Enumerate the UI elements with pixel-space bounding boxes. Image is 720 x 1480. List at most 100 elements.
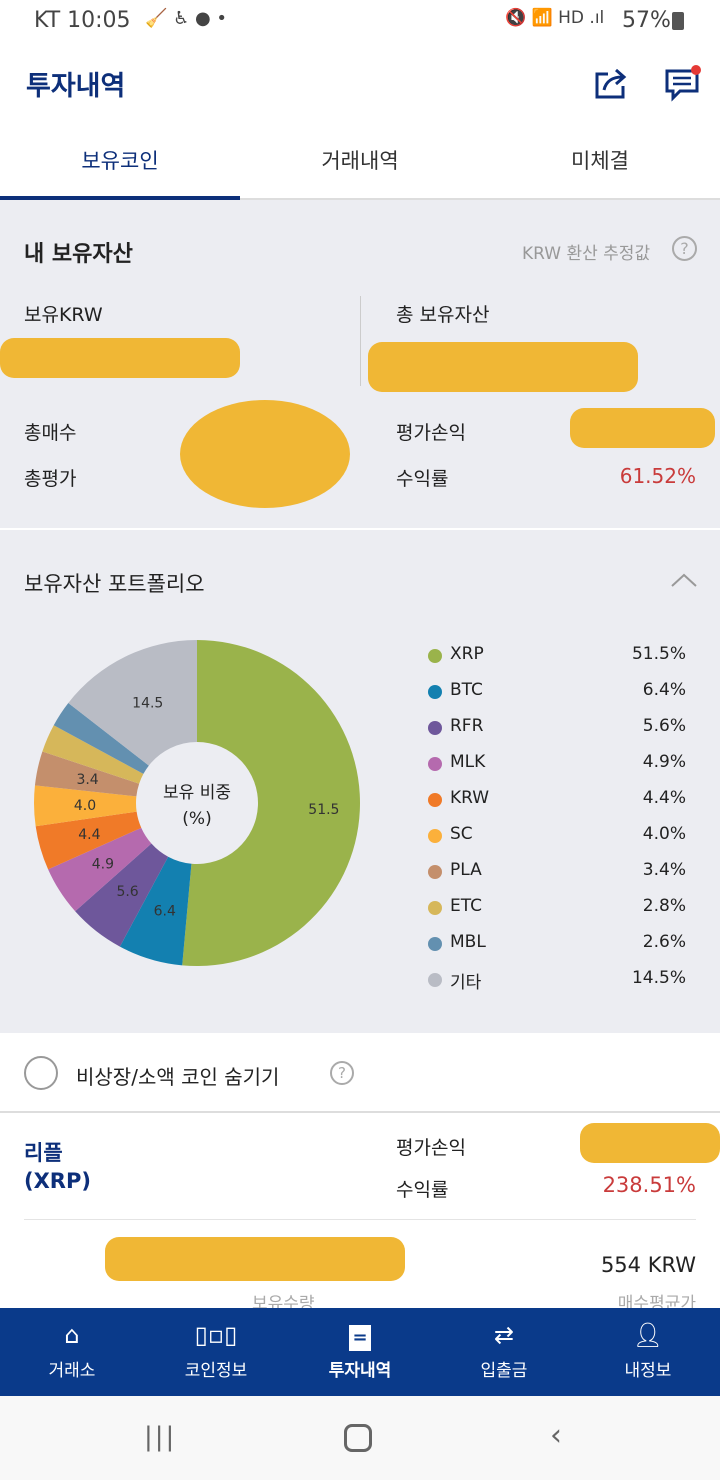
slice-label: 3.4 [76,772,98,788]
nav-label: 투자내역 [328,1361,392,1381]
legend-dot [428,685,442,699]
header: 투자내역 [0,42,720,122]
message-icon[interactable] [664,64,702,102]
back-button[interactable]: ‹ [550,1418,562,1453]
legend-item: MBL 2.6% [428,928,686,964]
legend-dot [428,901,442,915]
tab-transactions[interactable]: 거래내역 [321,149,399,173]
redaction [368,342,638,392]
legend-item: RFR 5.6% [428,712,686,748]
slice-label: 14.5 [132,695,163,711]
krw-note: KRW 환산 추정값 [522,244,651,264]
legend-label: BTC [450,680,483,700]
rate-label: 수익률 [396,468,449,490]
legend-label: 기타 [450,973,482,993]
nav-deposit-withdraw[interactable]: ⇄ 입출금 [432,1308,576,1396]
legend-label: ETC [450,896,482,916]
coin-item-xrp[interactable]: 리플 (XRP) 평가손익 수익률 238.51% 554 KRW 보유수량 매… [0,1113,720,1314]
legend-dot [428,937,442,951]
slice-label: 5.6 [116,884,138,900]
slice-label: 4.9 [92,857,114,873]
slice-label: 4.4 [78,827,100,843]
pie-slice-기타 [68,640,197,766]
redaction [180,400,350,508]
help-icon[interactable]: ? [672,236,697,261]
home-button[interactable] [344,1424,372,1452]
portfolio-section: 보유자산 포트폴리오 51.5 6.4 5.6 4.9 4.4 4.0 3.4 14.5 보유… [0,530,720,1033]
status-bar: KT 10:05 🧹 ♿ ● • 🔇 📶 HD .ıl 57% [0,0,720,42]
divider [360,296,361,386]
coin-name: 리플 [24,1141,63,1165]
battery-icon [672,12,684,30]
user-icon: 👤︎ [632,1321,664,1349]
legend-label: PLA [450,860,482,880]
total-eval-label: 총평가 [24,468,77,490]
recent-apps-button[interactable]: ||| [144,1422,177,1452]
legend-value: 2.8% [642,896,686,916]
filter-row: 비상장/소액 코인 숨기기 ? [0,1035,720,1113]
hide-coins-checkbox[interactable] [24,1056,58,1090]
center-label: 보유 비중 [163,783,231,803]
transfer-icon: ⇄ [493,1321,515,1349]
legend-item: BTC 6.4% [428,676,686,712]
tab-pending[interactable]: 미체결 [571,149,629,173]
tab-holdings[interactable]: 보유코인 [0,122,240,200]
legend-dot [428,973,442,987]
nav-my-info[interactable]: 👤︎ 내정보 [576,1308,720,1396]
coin-symbol: (XRP) [24,1169,91,1193]
slice-label: 51.5 [308,802,339,818]
slice-label: 4.0 [74,798,96,814]
legend-item: SC 4.0% [428,820,686,856]
legend-dot [428,829,442,843]
legend-label: KRW [450,788,490,808]
pl-label: 평가손익 [396,422,466,444]
nav-coin-info[interactable]: ▯▫▯ 코인정보 [144,1308,288,1396]
notification-icons: 🧹 ♿ ● • [145,8,228,29]
legend-value: 4.9% [642,752,686,772]
nav-label: 입출금 [480,1361,528,1381]
avg-price-value: 554 [600,1253,642,1277]
signal-icons: 🔇 📶 HD .ıl [505,8,605,28]
total-buy-label: 총매수 [24,422,77,444]
carrier-time: KT 10:05 [34,8,131,33]
legend-value: 5.6% [642,716,686,736]
krw-label: 보유KRW [24,304,103,326]
nav-label: 코인정보 [184,1361,248,1381]
divider [24,1219,696,1220]
legend-label: RFR [450,716,484,736]
share-icon[interactable] [594,66,630,100]
portfolio-title: 보유자산 포트폴리오 [24,572,205,596]
legend-dot [428,793,442,807]
legend-item: PLA 3.4% [428,856,686,892]
redaction [0,338,240,378]
chevron-up-icon[interactable] [670,572,698,588]
legend-dot [428,757,442,771]
redaction [580,1123,720,1163]
bottom-nav: ⌂ 거래소 ▯▫▯ 코인정보 = 투자내역 ⇄ 입출금 👤︎ 내정보 [0,1308,720,1396]
legend-item: XRP 51.5% [428,640,686,676]
legend-dot [428,721,442,735]
center-unit: (%) [182,809,212,829]
legend-label: SC [450,824,473,844]
nav-label: 거래소 [48,1361,96,1381]
portfolio-donut-chart: 51.5 6.4 5.64.9 4.4 4.0 3.4 14.5 [34,640,361,967]
my-assets-section: 내 보유자산 KRW 환산 추정값 ? 보유KRW 총 보유자산 총매수 총평가… [0,200,720,528]
avg-price: 554 KRW [601,1253,696,1277]
legend-value: 2.6% [642,932,686,952]
redaction [570,408,715,448]
legend-value: 4.0% [642,824,686,844]
legend-value: 3.4% [642,860,686,880]
legend-value: 51.5% [631,644,686,664]
rate-value: 61.52% [619,464,696,488]
nav-exchange[interactable]: ⌂ 거래소 [0,1308,144,1396]
legend-value: 6.4% [642,680,686,700]
section-title: 내 보유자산 [24,242,133,267]
pie-slice-PLA [34,751,140,797]
pie-slice-BTC [119,856,192,966]
help-icon[interactable]: ? [330,1061,354,1085]
bar-chart-icon: ▯▫▯ [194,1321,238,1349]
total-assets-label: 총 보유자산 [396,304,490,326]
pie-slice-MBL [53,702,149,774]
nav-investments[interactable]: = 투자내역 [288,1308,432,1396]
pie-slice-XRP [182,640,361,967]
